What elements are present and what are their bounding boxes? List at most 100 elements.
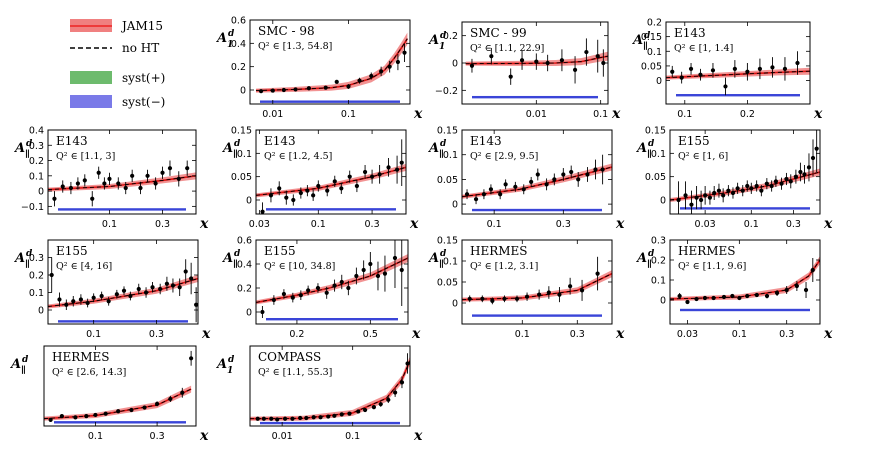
data-point xyxy=(561,172,566,177)
data-point xyxy=(326,414,331,419)
data-point xyxy=(371,404,377,410)
no-ht-line xyxy=(256,166,406,196)
data-point xyxy=(271,297,276,303)
data-point xyxy=(764,181,769,186)
data-point xyxy=(325,188,330,193)
data-point xyxy=(489,54,494,59)
panel-q2-range: Q² ∈ [1, 1.4] xyxy=(674,43,733,54)
data-point xyxy=(524,294,530,299)
panel-10: 0.03 0.1 0.3 0 0.1 0.2 0.3 x A d∥ HERMES Q² ∈ [1.1,… xyxy=(635,236,833,343)
data-point xyxy=(782,66,788,71)
data-point xyxy=(745,293,750,299)
data-point xyxy=(534,59,539,64)
data-point xyxy=(128,293,133,299)
x-tick-label: 0.5 xyxy=(363,329,378,340)
data-point xyxy=(170,283,176,288)
no-ht-line xyxy=(465,55,608,65)
y-axis-label: A xyxy=(13,251,25,266)
y-axis-label-sup: d xyxy=(234,139,241,149)
y-axis-label: A xyxy=(221,141,233,156)
panel-title: HERMES xyxy=(678,244,736,258)
syst-minus-band xyxy=(472,314,602,317)
data-point xyxy=(745,183,750,189)
y-tick-label: 0.05 xyxy=(231,172,252,183)
legend-label: syst(−) xyxy=(122,95,165,109)
data-point xyxy=(121,288,127,293)
data-point xyxy=(513,184,518,189)
legend-label: JAM15 xyxy=(120,19,163,33)
data-point xyxy=(145,173,150,178)
panel-frame xyxy=(665,21,811,105)
x-axis-label: x xyxy=(615,326,625,342)
data-point xyxy=(129,407,134,413)
panel-title: HERMES xyxy=(470,244,528,258)
data-point xyxy=(569,169,574,175)
data-point xyxy=(559,58,565,63)
data-point xyxy=(354,273,359,279)
panel-q2-range: Q² ∈ [1, 6] xyxy=(678,151,728,162)
data-point xyxy=(71,299,76,304)
x-tick-label: 0.3 xyxy=(570,329,585,340)
y-tick-label: 0.1 xyxy=(443,150,458,161)
data-point xyxy=(116,181,121,186)
panel-title: COMPASS xyxy=(258,350,321,364)
x-axis-label: x xyxy=(413,428,423,444)
data-point xyxy=(378,402,383,407)
data-point xyxy=(757,66,763,71)
data-point xyxy=(795,60,800,66)
x-tick-label: 0.2 xyxy=(740,109,755,120)
data-point xyxy=(85,300,90,306)
data-point xyxy=(379,69,384,74)
data-point xyxy=(399,160,404,165)
data-point xyxy=(339,279,344,285)
data-point xyxy=(346,285,351,291)
y-axis-label-sup: d xyxy=(648,249,655,259)
data-point xyxy=(576,177,581,182)
legend-item-0: JAM15 xyxy=(70,19,163,33)
y-axis-label-sub: ∥ xyxy=(233,259,238,270)
legend-item-3: syst(−) xyxy=(70,95,165,109)
x-tick-label: 0.3 xyxy=(556,219,571,230)
data-point xyxy=(324,290,329,295)
data-point xyxy=(311,415,316,420)
data-point xyxy=(281,87,286,93)
x-tick-label: 0.1 xyxy=(311,219,326,230)
y-axis-label-sub: ∥ xyxy=(21,365,26,376)
x-tick-label: 0.03 xyxy=(249,219,270,230)
y-axis-label-sub: ∥ xyxy=(647,149,652,160)
x-tick-label: 0.1 xyxy=(102,219,117,230)
data-point xyxy=(716,188,722,193)
syst-minus-band xyxy=(676,94,800,97)
panel-q2-range: Q² ∈ [1.1, 3] xyxy=(56,151,115,162)
panel-9: 0.1 0.3 0 0.05 0.1 0.15 x A d∥ HERMES Q² ∈ [1.2, 3… xyxy=(427,236,625,343)
x-axis-label: x xyxy=(615,216,625,232)
data-point xyxy=(595,271,600,276)
y-tick-label: 0 xyxy=(240,86,246,97)
x-tick-label: 0.3 xyxy=(150,431,165,442)
syst-minus-band xyxy=(266,318,398,321)
data-point xyxy=(514,296,520,301)
data-point xyxy=(258,89,264,94)
y-tick-label: 0.2 xyxy=(231,62,246,73)
data-point xyxy=(546,290,551,295)
data-point xyxy=(298,190,303,196)
y-axis-label-sub: ∥ xyxy=(647,259,652,270)
panel-title: E143 xyxy=(674,26,706,40)
data-point xyxy=(189,356,194,361)
y-tick-label: 0 xyxy=(660,196,666,207)
y-tick-label: 0.2 xyxy=(647,18,662,29)
x-tick-label: 0.3 xyxy=(155,219,170,230)
y-axis-label-sub: ∥ xyxy=(25,149,30,160)
syst-minus-band xyxy=(58,320,188,323)
data-point xyxy=(572,67,578,72)
x-tick-label: 0.03 xyxy=(695,219,716,230)
data-point xyxy=(759,188,764,193)
data-point xyxy=(368,261,373,267)
y-tick-label: 0.1 xyxy=(651,149,666,160)
legend-label: syst(+) xyxy=(122,71,165,85)
x-tick-label: 0.3 xyxy=(365,219,380,230)
no-ht-line xyxy=(48,278,198,307)
data-point xyxy=(306,86,311,91)
